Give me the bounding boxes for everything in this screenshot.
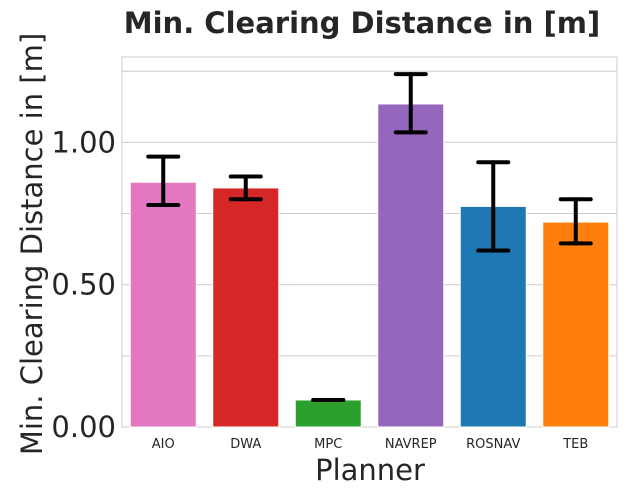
y-tick-labels: 0.00 0.50 1.00	[51, 125, 116, 444]
x-tick-label-teb: TEB	[562, 437, 588, 452]
bar-aio	[129, 181, 197, 428]
bar-navrep	[377, 103, 445, 428]
chart-title: Min. Clearing Distance in [m]	[124, 6, 600, 40]
bars	[129, 103, 610, 428]
bar-mpc	[294, 399, 362, 428]
y-axis-label: Min. Clearing Distance in [m]	[15, 33, 49, 455]
bar-teb	[542, 221, 610, 428]
error-bar-teb	[558, 197, 593, 246]
x-tick-labels: AIO DWA MPC NAVREP ROSNAV TEB	[152, 437, 589, 452]
x-tick-label-rosnav: ROSNAV	[466, 437, 520, 452]
gridlines	[122, 70, 617, 357]
error-bar-aio	[146, 154, 181, 207]
x-tick-label-dwa: DWA	[230, 437, 261, 452]
x-tick-label-mpc: MPC	[314, 437, 342, 452]
error-bar-dwa	[228, 174, 263, 202]
x-tick-label-navrep: NAVREP	[385, 437, 437, 452]
error-bars	[146, 72, 593, 402]
plot-frame	[121, 56, 618, 428]
bar-dwa	[212, 187, 280, 428]
y-tick-label: 1.00	[51, 125, 116, 159]
x-axis-label: Planner	[315, 453, 425, 487]
error-bar-navrep	[393, 72, 428, 135]
error-bar-rosnav	[476, 160, 511, 253]
y-tick-label: 0.50	[51, 268, 116, 302]
x-tick-label-aio: AIO	[152, 437, 175, 452]
y-tick-label: 0.00	[51, 410, 116, 444]
